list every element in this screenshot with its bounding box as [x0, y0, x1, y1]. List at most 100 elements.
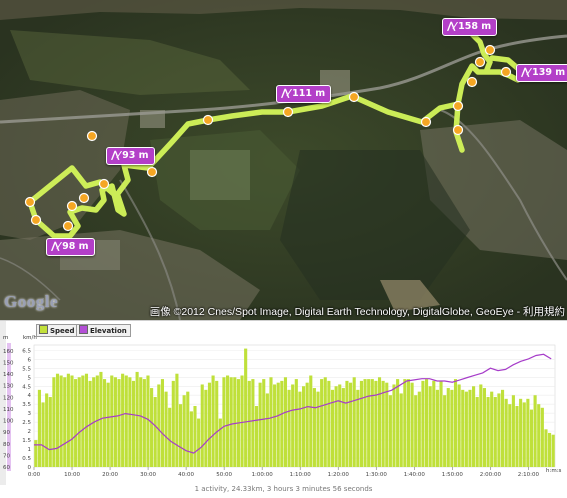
speed-bar: [450, 389, 454, 467]
mountain-icon: ⋀⁄: [111, 150, 120, 161]
speed-bar: [157, 384, 161, 467]
map-credit[interactable]: 画像 ©2012 Cnes/Spot Image, Digital Earth …: [149, 306, 565, 318]
speed-bar: [345, 380, 349, 467]
speed-tick-label: 5.5: [22, 366, 31, 372]
speed-tick-label: 2.5: [22, 420, 31, 426]
speed-bar: [388, 395, 392, 467]
time-tick-label: 10:00: [64, 472, 80, 478]
waypoint-label-93[interactable]: ⋀⁄ 93 m: [106, 147, 155, 165]
legend-speed[interactable]: Speed: [36, 324, 79, 337]
speed-bar: [396, 379, 400, 467]
mountain-icon: ⋀⁄: [281, 88, 290, 99]
satellite-map[interactable]: ⋀⁄ 158 m ⋀⁄ 139 m ⋀⁄ 111 m ⋀⁄ 93 m ⋀⁄ 98 m Go…: [0, 0, 567, 320]
speed-bar: [106, 382, 110, 467]
speed-bar: [309, 375, 313, 467]
speed-bar: [428, 386, 432, 467]
speed-bar: [280, 380, 284, 467]
speed-tick-label: 4.5: [22, 384, 31, 390]
speed-bar: [464, 391, 468, 467]
elevation-tick-label: 120: [3, 395, 14, 401]
speed-bar: [349, 382, 353, 467]
speed-bar: [453, 379, 458, 467]
speed-bar: [41, 402, 45, 467]
time-tick-label: 0:00: [28, 472, 41, 478]
speed-tick-label: 6.5: [22, 348, 31, 354]
activity-summary: 1 activity, 24.33km, 3 hours 3 minutes 5…: [194, 485, 373, 493]
speed-bar: [406, 379, 411, 467]
speed-bar: [52, 377, 56, 467]
speed-bar: [370, 379, 374, 467]
speed-bar: [508, 404, 512, 467]
legend-elevation[interactable]: Elevation: [76, 324, 131, 337]
speed-bar: [182, 395, 186, 467]
speed-bar: [316, 391, 320, 467]
speed-bar: [124, 375, 128, 467]
speed-bar: [117, 379, 121, 467]
speed-bar: [150, 388, 154, 467]
speed-bar: [291, 384, 295, 467]
waypoint-label-158[interactable]: ⋀⁄ 158 m: [442, 18, 498, 36]
speed-bar: [327, 380, 331, 467]
speed-bar: [121, 373, 125, 467]
speed-bar: [435, 389, 439, 467]
speed-bar: [446, 388, 450, 467]
speed-bar: [377, 377, 382, 467]
speed-bar: [294, 379, 298, 467]
speed-bar: [45, 393, 49, 467]
speed-bars: [34, 348, 555, 467]
speed-bar: [519, 398, 523, 467]
waypoint-label-139[interactable]: ⋀⁄ 139 m: [516, 64, 567, 82]
speed-bar: [70, 375, 74, 467]
speed-bar: [548, 432, 552, 467]
speed-bar: [421, 380, 425, 467]
speed-bar: [84, 373, 89, 467]
elevation-tick-label: 160: [3, 349, 14, 355]
speed-bar: [146, 375, 150, 467]
speed-bar: [189, 411, 193, 467]
speed-bar: [544, 429, 548, 467]
speed-bar: [359, 380, 363, 467]
speed-bar: [160, 379, 164, 467]
speed-bar: [153, 397, 157, 467]
google-logo: Google: [4, 292, 58, 311]
speed-bar: [356, 389, 360, 467]
time-tick-label: 1:50:00: [442, 472, 464, 478]
waypoint-label-98[interactable]: ⋀⁄ 98 m: [46, 238, 95, 256]
speed-bar: [110, 375, 114, 467]
time-tick-label: 1:40:00: [404, 472, 426, 478]
speed-bar: [233, 377, 237, 467]
speed-tick-label: 3: [28, 411, 32, 417]
mountain-icon: ⋀⁄: [447, 21, 456, 32]
speed-bar: [254, 406, 259, 467]
elevation-axis: 160 150 140 130 120 110 100 90 80 70 60: [3, 349, 14, 471]
speed-bar: [443, 395, 447, 467]
speed-bar: [269, 377, 273, 467]
speed-bar: [493, 397, 497, 467]
elevation-tick-label: 140: [3, 372, 14, 378]
speed-bar: [490, 391, 494, 467]
speed-bar: [511, 395, 515, 467]
speed-bar: [504, 398, 508, 467]
speed-bar: [363, 379, 367, 467]
speed-bar: [367, 379, 371, 467]
speed-bar: [330, 389, 335, 467]
speed-bar: [113, 377, 117, 467]
speed-bar: [392, 384, 396, 467]
plot-area: [33, 344, 556, 468]
time-unit-label: h:m:s: [546, 468, 562, 474]
time-tick-label: 40:00: [178, 472, 194, 478]
speed-bar: [417, 391, 421, 467]
speed-bar: [178, 404, 183, 467]
speed-bar: [262, 379, 266, 467]
speed-bar: [240, 375, 244, 467]
speed-bar: [323, 377, 327, 467]
speed-bar: [135, 371, 139, 467]
waypoint-label-111[interactable]: ⋀⁄ 111 m: [276, 85, 332, 103]
speed-tick-label: 0: [28, 465, 32, 471]
time-tick-label: 2:10:00: [518, 472, 540, 478]
speed-bar: [526, 398, 530, 467]
speed-bar: [59, 375, 63, 467]
speed-bar: [175, 373, 179, 467]
speed-bar: [168, 407, 172, 467]
